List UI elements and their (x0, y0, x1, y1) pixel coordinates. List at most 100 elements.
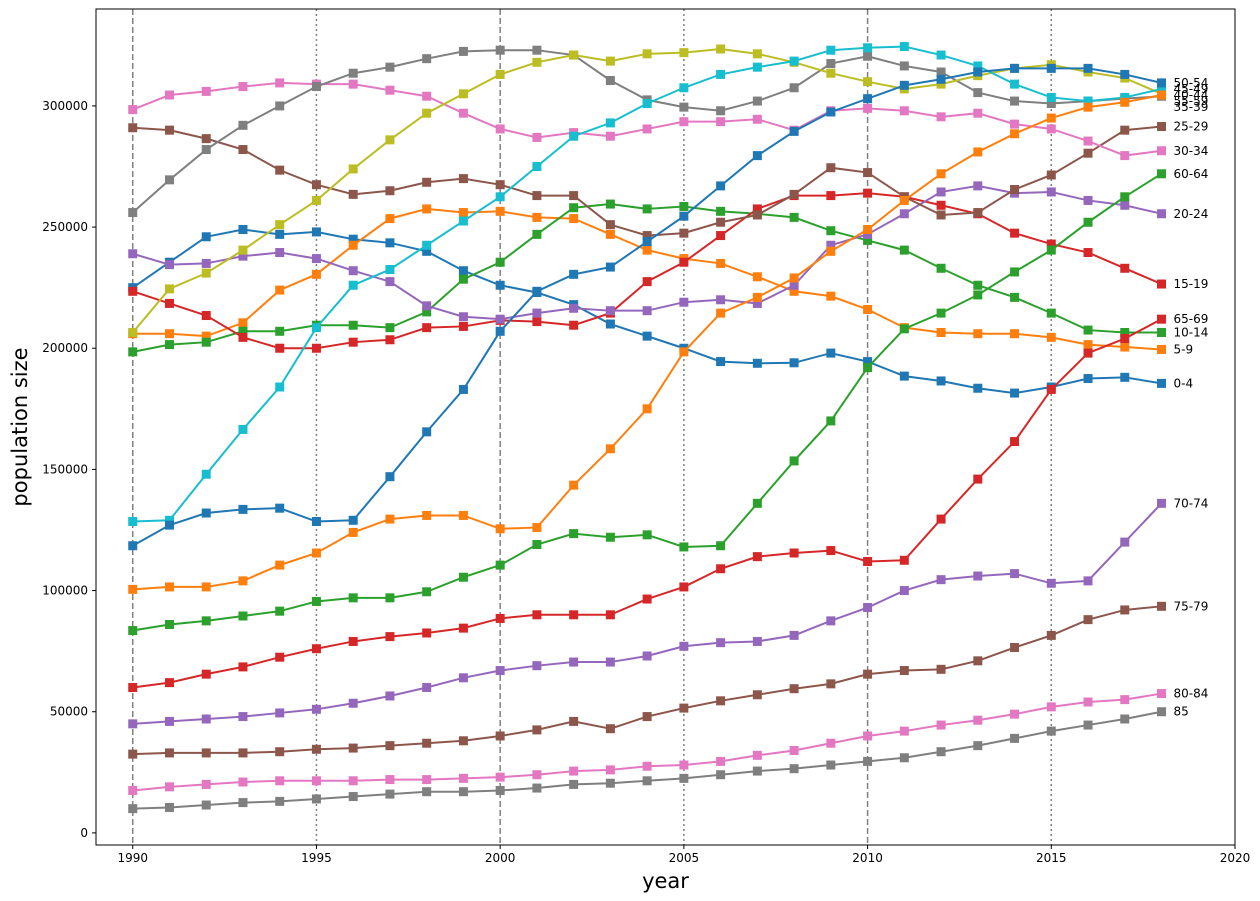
data-point (642, 594, 652, 604)
data-point (348, 527, 358, 537)
data-point (1046, 245, 1056, 255)
series-20-24 (128, 181, 1167, 324)
data-point (716, 564, 726, 574)
data-point (1083, 217, 1093, 227)
data-point (385, 238, 395, 248)
data-point (495, 206, 505, 216)
data-point (238, 424, 248, 434)
data-point (679, 117, 689, 127)
data-point (569, 716, 579, 726)
x-tick-label: 2020 (1220, 851, 1251, 865)
data-point (1120, 97, 1130, 107)
data-point (936, 720, 946, 730)
series-label: 15-19 (1174, 277, 1209, 291)
data-point (275, 165, 285, 175)
data-point (385, 789, 395, 799)
data-point (1046, 92, 1056, 102)
data-point (973, 108, 983, 118)
data-point (348, 164, 358, 174)
data-point (826, 291, 836, 301)
data-point (348, 189, 358, 199)
data-point (128, 749, 138, 759)
data-point (752, 49, 762, 59)
data-point (275, 747, 285, 757)
data-point (1010, 96, 1020, 106)
series-label: 25-29 (1174, 120, 1209, 134)
data-point (201, 337, 211, 347)
data-point (826, 163, 836, 173)
data-point (164, 298, 174, 308)
data-point (275, 229, 285, 239)
data-point (752, 636, 762, 646)
data-point (495, 560, 505, 570)
data-point (569, 269, 579, 279)
data-point (275, 101, 285, 111)
data-point (238, 798, 248, 808)
data-point (1120, 342, 1130, 352)
data-point (458, 46, 468, 56)
data-point (605, 56, 615, 66)
data-point (128, 719, 138, 729)
data-point (385, 632, 395, 642)
data-point (642, 404, 652, 414)
data-point (422, 307, 432, 317)
data-point (642, 761, 652, 771)
data-point (1083, 576, 1093, 586)
x-tick-label: 2010 (852, 851, 883, 865)
data-point (642, 204, 652, 214)
data-point (679, 347, 689, 357)
data-point (716, 770, 726, 780)
data-point (1120, 327, 1130, 337)
data-point (936, 187, 946, 197)
data-point (201, 508, 211, 518)
data-point (752, 298, 762, 308)
data-point (863, 168, 873, 178)
data-point (716, 308, 726, 318)
plot-frame (95, 8, 1236, 846)
data-point (716, 258, 726, 268)
data-point (679, 773, 689, 783)
data-point (679, 542, 689, 552)
data-point (973, 741, 983, 751)
data-point (311, 548, 321, 558)
data-point (789, 273, 799, 283)
data-point (495, 280, 505, 290)
data-point (495, 124, 505, 134)
data-point (275, 285, 285, 295)
data-point (899, 324, 909, 334)
series-label: 30-34 (1174, 144, 1209, 158)
data-point (458, 266, 468, 276)
data-point (422, 177, 432, 187)
data-point (164, 520, 174, 530)
data-point (679, 257, 689, 267)
data-point (899, 195, 909, 205)
data-point (863, 669, 873, 679)
data-point (128, 804, 138, 814)
data-point (422, 682, 432, 692)
data-point (311, 195, 321, 205)
data-point (458, 216, 468, 226)
series-layer (128, 42, 1167, 814)
data-point (238, 712, 248, 722)
data-point (238, 611, 248, 621)
data-point (863, 51, 873, 61)
data-point (1046, 239, 1056, 249)
data-point (936, 67, 946, 77)
data-point (789, 56, 799, 66)
data-point (495, 257, 505, 267)
data-point (238, 504, 248, 514)
data-point (716, 181, 726, 191)
data-point (1010, 228, 1020, 238)
y-axis-title: population size (8, 347, 32, 506)
y-tick-label: 0 (80, 826, 88, 840)
data-point (789, 456, 799, 466)
data-point (532, 45, 542, 55)
data-point (275, 503, 285, 513)
data-point (752, 210, 762, 220)
data-point (532, 317, 542, 327)
data-point (348, 636, 358, 646)
series-10-14 (128, 199, 1167, 357)
data-point (275, 343, 285, 353)
data-point (532, 725, 542, 735)
data-point (164, 716, 174, 726)
